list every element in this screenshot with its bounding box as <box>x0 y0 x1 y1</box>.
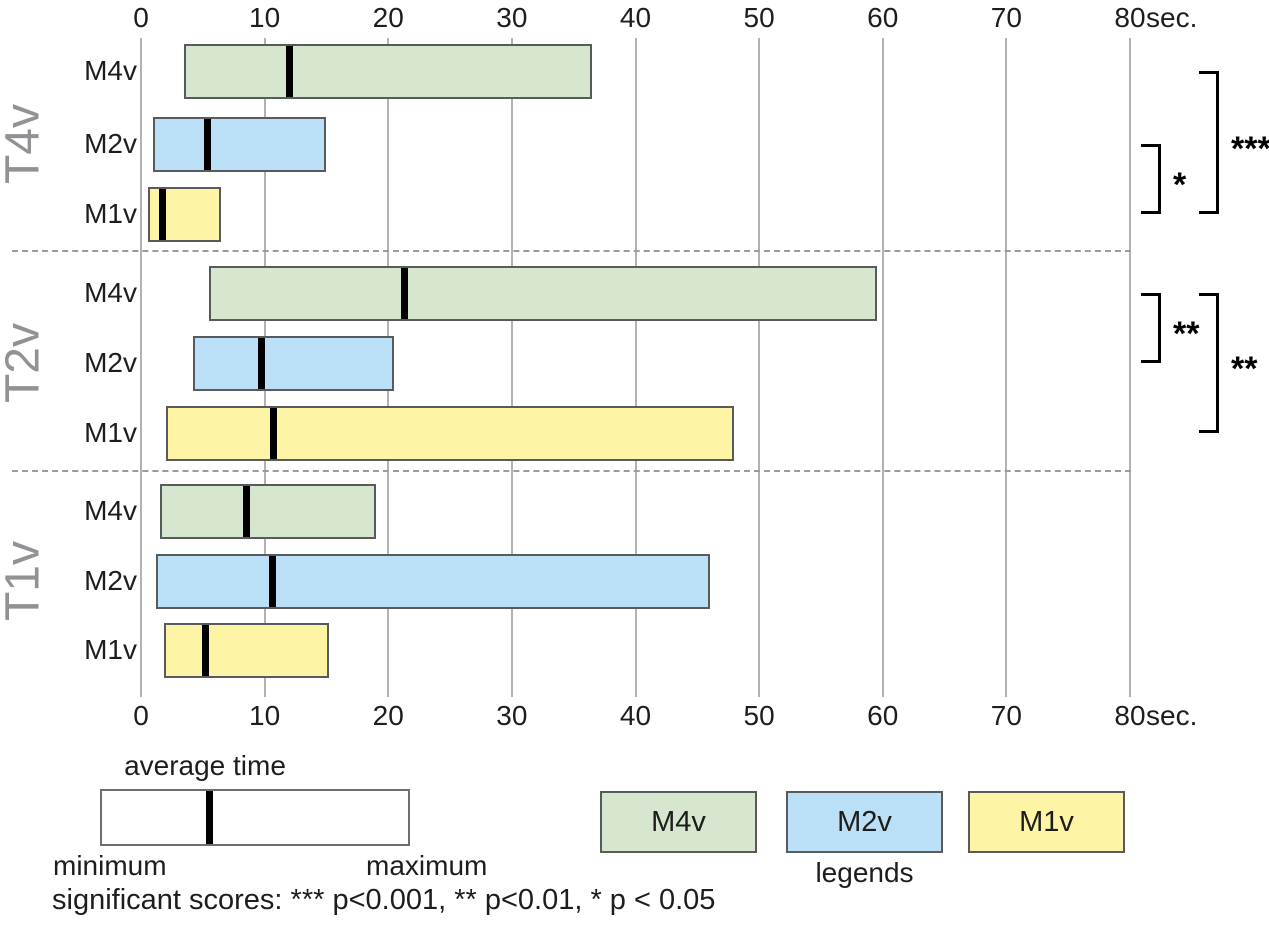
significance-stars-T2v: ** <box>1231 350 1258 388</box>
method-label-T1v-M2v: M2v <box>84 565 137 596</box>
significance-bracket-T4v <box>1141 144 1161 214</box>
axis-tick-label-bottom: 60 <box>867 700 899 731</box>
axis-tick-label-bottom: 10 <box>249 700 281 731</box>
bar-T1v-M2v <box>155 553 710 609</box>
legend-item-M4v: M4v <box>600 791 757 853</box>
group-label-T1v: T1v <box>0 540 50 622</box>
axis-tick-label-top: 50 <box>743 2 775 33</box>
significance-stars-T2v: ** <box>1173 315 1200 353</box>
method-label-T2v-M4v: M4v <box>84 277 137 308</box>
average-time-marker <box>401 267 409 319</box>
legend-caption: legends <box>815 857 914 888</box>
axis-tick-label-top: 30 <box>496 2 528 33</box>
bar-T1v-M1v <box>164 622 329 678</box>
legend-example-title: average time <box>124 750 286 781</box>
axis-tick-label-bottom: 20 <box>372 700 404 731</box>
significance-bracket-T2v <box>1141 293 1161 363</box>
gridline <box>1005 38 1008 697</box>
average-time-marker <box>202 624 210 676</box>
method-label-T2v-M2v: M2v <box>84 347 137 378</box>
axis-unit-label-top: sec. <box>1146 2 1198 33</box>
average-time-marker <box>243 485 251 537</box>
average-time-marker <box>159 188 166 240</box>
gridline <box>634 38 637 697</box>
axis-tick-label-top: 70 <box>990 2 1022 33</box>
average-time-marker <box>206 791 213 844</box>
axis-tick-label-top: 10 <box>249 2 281 33</box>
method-label-T1v-M1v: M1v <box>84 634 137 665</box>
significance-bracket-T4v <box>1199 71 1219 214</box>
gridline <box>881 38 884 697</box>
average-time-marker <box>270 407 278 459</box>
axis-unit-label-bottom: sec. <box>1146 700 1198 731</box>
legend-example-minimum-label: minimum <box>53 850 167 881</box>
axis-tick-label-top: 40 <box>619 2 652 33</box>
bar-T2v-M1v <box>165 405 735 461</box>
axis-tick-label-bottom: 30 <box>496 700 528 731</box>
bar-T4v-M4v <box>184 43 593 99</box>
significance-footnote: significant scores: *** p<0.001, ** p<0.… <box>52 884 716 916</box>
significance-bracket-T2v <box>1199 293 1219 433</box>
axis-tick-label-bottom: 80 <box>1114 700 1146 731</box>
axis-tick-label-top: 0 <box>133 2 149 33</box>
significance-stars-T4v: *** <box>1231 129 1269 168</box>
average-time-marker <box>269 555 277 607</box>
method-label-T1v-M4v: M4v <box>84 495 137 526</box>
group-separator <box>12 250 1131 252</box>
axis-tick-label-top: 20 <box>372 2 404 33</box>
legend-example-box <box>100 789 410 846</box>
gridline <box>758 38 761 697</box>
average-time-marker <box>286 45 294 97</box>
axis-tick-label-top: 60 <box>867 2 899 33</box>
axis-tick-label-bottom: 40 <box>619 700 652 731</box>
axis-tick-label-top: 80 <box>1114 2 1146 33</box>
method-label-T2v-M1v: M1v <box>84 417 137 448</box>
average-time-marker <box>203 118 211 170</box>
method-label-T4v-M4v: M4v <box>84 55 137 86</box>
significance-stars-T4v: * <box>1173 166 1187 204</box>
legend-item-M2v: M2v <box>786 791 943 853</box>
group-separator <box>12 470 1131 472</box>
group-label-T2v: T2v <box>0 322 50 404</box>
axis-tick-label-bottom: 70 <box>990 700 1022 731</box>
method-label-T4v-M1v: M1v <box>84 198 137 229</box>
bar-T2v-M4v <box>208 265 877 321</box>
axis-tick-label-bottom: 50 <box>743 700 775 731</box>
average-time-marker <box>257 337 265 389</box>
bar-T4v-M2v <box>153 116 327 172</box>
method-label-T4v-M2v: M2v <box>84 128 137 159</box>
gridline <box>140 38 142 697</box>
gridline <box>510 38 513 697</box>
bar-T2v-M2v <box>192 335 395 391</box>
legend-item-M1v: M1v <box>968 791 1125 853</box>
axis-tick-label-bottom: 0 <box>133 700 149 731</box>
bar-T1v-M4v <box>159 483 376 539</box>
bar-T4v-M1v <box>148 186 222 242</box>
legend-example-maximum-label: maximum <box>366 850 488 881</box>
group-label-T4v: T4v <box>0 103 50 185</box>
gridline <box>1129 38 1131 697</box>
